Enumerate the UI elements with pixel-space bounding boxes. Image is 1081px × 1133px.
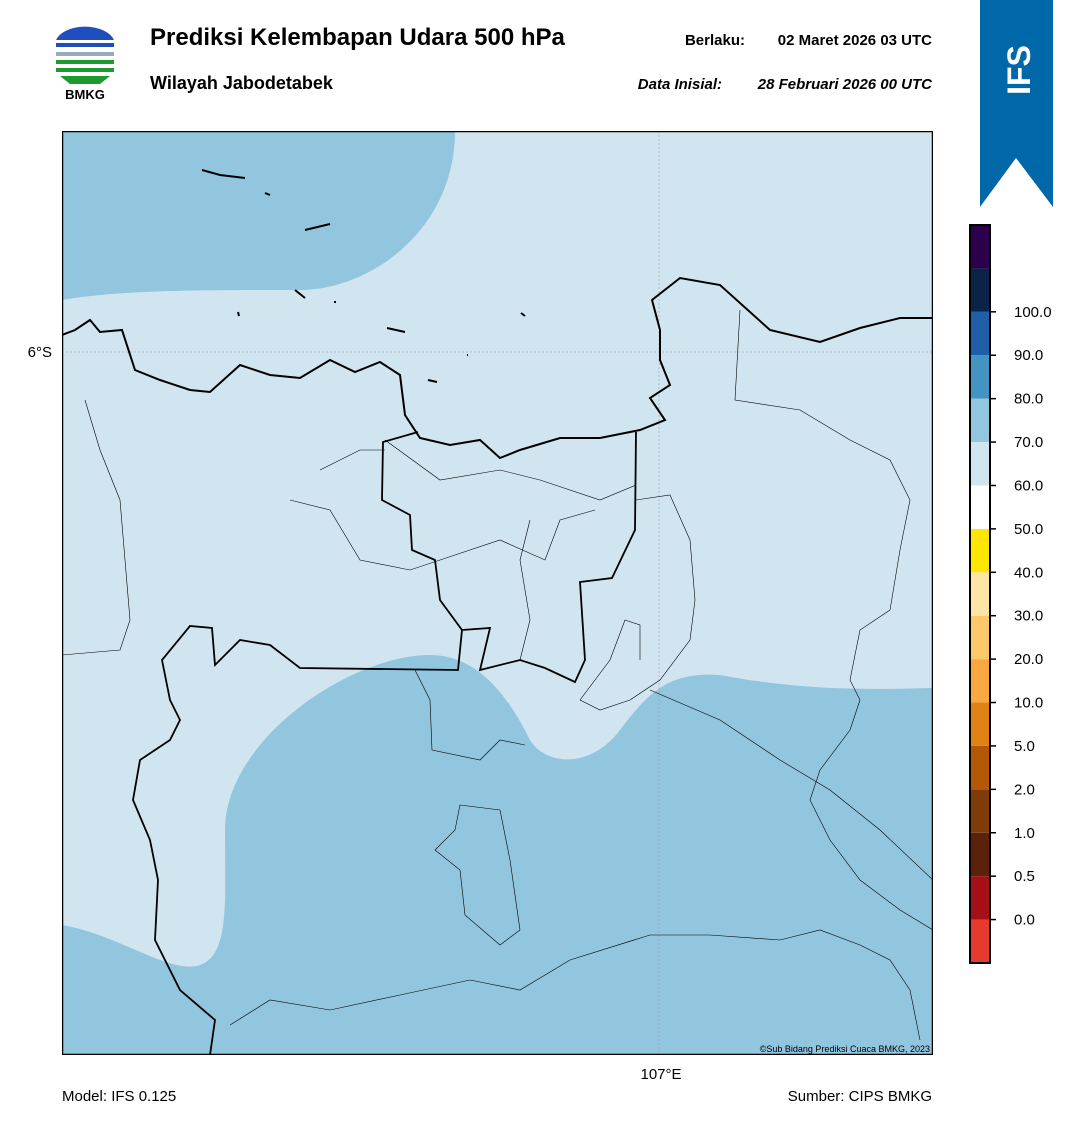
badge-text: IFS	[1001, 45, 1037, 95]
colorbar-label: 30.0	[1014, 608, 1043, 625]
colorbar-frame	[969, 224, 991, 964]
colorbar-band	[970, 876, 990, 920]
colorbar-band	[970, 442, 990, 486]
colorbar: 0.0 0.5 1.0 2.0 5.0 10.0 20.0 30.0 40.0 50.0 60.0 7…	[969, 224, 1052, 964]
init-time: 28 Februari 2026 00 UTC	[757, 76, 933, 93]
colorbar-label: 20.0	[1014, 651, 1043, 668]
model: Model: IFS 0.125	[62, 1088, 176, 1105]
colorbar-label: 80.0	[1014, 391, 1043, 408]
colorbar-label: 90.0	[1014, 347, 1043, 364]
colorbar-label: 1.0	[1014, 825, 1035, 842]
colorbar-label: 0.5	[1014, 868, 1035, 885]
colorbar-band	[970, 528, 990, 573]
colorbar-label: 5.0	[1014, 738, 1035, 755]
logo	[56, 26, 114, 84]
colorbar-band	[970, 919, 990, 963]
colorbar-label: 50.0	[1014, 521, 1043, 538]
colorbar-band	[970, 225, 990, 269]
lon-label: 107°E	[640, 1066, 681, 1083]
colorbar-label: 100.0	[1014, 304, 1052, 321]
map: ©Sub Bidang Prediksi Cuaca BMKG, 2023	[62, 131, 933, 1055]
colorbar-label: 2.0	[1014, 781, 1035, 798]
colorbar-label: 40.0	[1014, 564, 1043, 581]
colorbar-band	[970, 832, 990, 877]
colorbar-band	[970, 398, 990, 443]
subtitle: Wilayah Jabodetabek	[150, 73, 334, 93]
colorbar-label: 0.0	[1014, 912, 1035, 929]
colorbar-band	[970, 615, 990, 660]
valid-time: 02 Maret 2026 03 UTC	[778, 32, 932, 49]
colorbar-label: 70.0	[1014, 434, 1043, 451]
colorbar-label: 10.0	[1014, 695, 1043, 712]
colorbar-band	[970, 485, 990, 529]
colorbar-band	[970, 355, 990, 399]
colorbar-label: 60.0	[1014, 477, 1043, 494]
colorbar-band	[970, 702, 990, 746]
colorbar-band	[970, 745, 990, 790]
colorbar-band	[970, 659, 990, 703]
credit: ©Sub Bidang Prediksi Cuaca BMKG, 2023	[760, 1044, 930, 1054]
colorbar-band	[970, 268, 990, 312]
badge	[980, 0, 1053, 207]
title: Prediksi Kelembapan Udara 500 hPa	[150, 24, 566, 51]
logo-text: BMKG	[65, 87, 105, 102]
lat-label: 6°S	[28, 344, 52, 361]
source: Sumber: CIPS BMKG	[788, 1088, 932, 1105]
valid-label: Berlaku:	[685, 32, 745, 49]
colorbar-band	[970, 311, 990, 356]
colorbar-band	[970, 789, 990, 833]
colorbar-band	[970, 572, 990, 616]
init-label: Data Inisial:	[638, 76, 722, 93]
